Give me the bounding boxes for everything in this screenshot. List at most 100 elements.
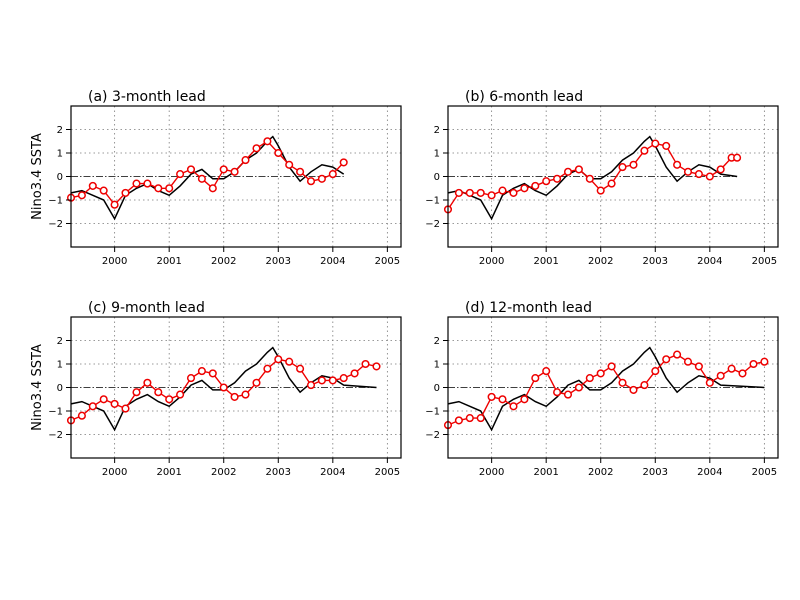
forecast-point [454,188,463,197]
x-tick-label: 2004 [320,256,345,267]
forecast-point [683,357,693,366]
forecast-point [618,163,627,172]
x-tick-label: 2005 [752,467,777,478]
y-tick-label: −1 [425,196,440,207]
forecast-point [328,170,337,179]
forecast-point [487,191,496,200]
y-tick-label: 0 [57,172,63,183]
x-tick-label: 2002 [211,256,236,267]
forecast-point [716,371,725,380]
forecast-point [143,378,152,387]
forecast-point [186,374,196,383]
x-tick-label: 2000 [102,467,127,478]
forecast-point [509,402,518,411]
forecast-point [230,167,239,176]
x-tick-label: 2002 [588,256,613,267]
x-tick-label: 2001 [533,467,558,478]
forecast-point [618,378,627,387]
y-tick-label: 2 [434,125,440,136]
forecast-point [197,174,206,183]
forecast-point [454,416,463,425]
y-tick-label: 0 [57,383,63,394]
forecast-point [553,174,562,183]
forecast-point [263,137,272,146]
y-tick-label: 1 [57,360,63,371]
panel-2: 2000 2001 2002 2003 2004 2005 −2 −1 0 1 2 (b) 6-mon… [425,89,779,267]
y-tick-label: −1 [48,196,63,207]
forecast-point [176,170,185,179]
observed-series-line [70,346,377,432]
panel-3: 2000 2001 2002 2003 2004 2005 −2 −1 0 1 2 (c) 9-mon… [30,300,402,478]
panel-1: 2000 2001 2002 2003 2004 2005 −2 −1 0 1 2 (a) 3-mon… [30,89,402,267]
x-tick-label: 2000 [479,256,504,267]
y-tick-label: 0 [434,172,440,183]
forecast-point [88,181,97,190]
forecast-point [317,376,326,385]
forecast-series-line [447,353,765,426]
forecast-point [285,160,294,169]
forecast-point [99,186,108,195]
forecast-point [143,179,152,188]
x-tick-label: 2005 [375,256,400,267]
forecast-point [274,355,283,364]
forecast-point [252,144,261,153]
forecast-point [738,369,747,378]
forecast-point [733,153,742,162]
forecast-point [296,167,305,176]
forecast-point [673,350,682,359]
x-tick-label: 2005 [752,256,777,267]
forecast-point [465,188,474,197]
forecast-point [509,188,518,197]
forecast-point [694,362,703,371]
forecast-point [165,184,174,193]
observed-series-line [70,135,345,221]
x-tick-label: 2003 [266,256,291,267]
forecast-point [673,160,682,169]
forecast-point [651,367,660,376]
x-tick-label: 2003 [643,256,668,267]
x-tick-label: 2002 [211,467,236,478]
panel-4: 2000 2001 2002 2003 2004 2005 −2 −1 0 1 2 (d) 12-mo… [425,300,779,478]
panel-title: (c) 9-month lead [88,300,205,316]
x-tick-label: 2001 [156,256,181,267]
forecast-point [306,177,316,186]
y-tick-label: 1 [434,149,440,160]
y-tick-label: −2 [425,219,440,230]
y-tick-label: 1 [434,360,440,371]
x-tick-label: 2001 [533,256,558,267]
forecast-point [99,395,108,404]
forecast-point [596,186,605,195]
y-tick-label: 2 [57,125,63,136]
forecast-point [640,146,649,155]
forecast-point [274,148,283,158]
forecast-point [263,364,272,373]
forecast-point [629,385,638,394]
forecast-point [219,165,228,174]
y-tick-label: −2 [425,430,440,441]
x-tick-label: 2000 [102,256,127,267]
forecast-point [629,160,638,169]
x-tick-label: 2004 [697,256,722,267]
panel-title: (b) 6-month lead [465,89,583,105]
forecast-point [760,357,769,366]
y-tick-label: 0 [434,383,440,394]
forecast-point [306,381,316,390]
y-tick-label: −2 [48,430,63,441]
forecast-point [339,158,348,167]
forecast-point [531,181,540,190]
forecast-point [317,174,326,183]
forecast-point [531,374,540,383]
forecast-point [585,174,594,183]
forecast-point [219,383,228,392]
forecast-point [520,395,529,404]
forecast-point [563,390,573,399]
x-tick-label: 2002 [588,467,613,478]
x-tick-label: 2004 [697,467,722,478]
forecast-point [361,359,370,369]
x-tick-label: 2003 [266,467,291,478]
forecast-point [154,388,163,397]
forecast-point [520,184,529,193]
forecast-point [328,376,337,385]
forecast-point [110,200,119,209]
